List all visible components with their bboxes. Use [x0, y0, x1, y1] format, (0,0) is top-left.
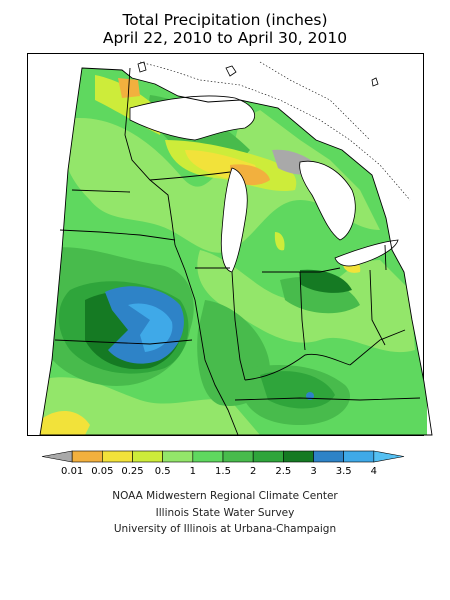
legend-label: 2	[250, 466, 256, 477]
mi-in-oh-border	[262, 267, 341, 273]
green-kentucky	[260, 371, 335, 409]
color-legend: 0.01 0.05 0.25 0.5 1 1.5 2 2.5 3 3.5 4	[41, 450, 405, 477]
in-oh-border	[299, 271, 306, 351]
minnesota-inner	[71, 189, 131, 193]
light-green-south	[40, 377, 260, 435]
legend-label: 1	[190, 466, 196, 477]
legend-label: 3	[310, 466, 316, 477]
ia-il-border-north	[174, 244, 196, 301]
map-title: Total Precipitation (inches)	[122, 11, 328, 29]
legend-swatch	[222, 450, 254, 463]
legend-swatch	[132, 450, 163, 463]
oh-wv-border	[349, 329, 406, 366]
legend-swatch	[313, 450, 344, 463]
great-lakes	[129, 95, 399, 273]
lake-huron	[299, 160, 356, 241]
legend-swatch	[192, 450, 224, 463]
legend-swatch	[283, 450, 314, 463]
legend-swatch	[71, 450, 103, 463]
island-2	[137, 61, 147, 73]
credit-uiuc: University of Illinois at Urbana-Champai…	[113, 523, 337, 535]
legend-bar	[41, 450, 405, 463]
region-outline	[39, 67, 433, 436]
legend-label: 0.01	[61, 466, 83, 477]
light-green-north	[60, 110, 380, 253]
canada-dotted-1	[139, 61, 411, 201]
legend-label: 0.5	[155, 466, 171, 477]
yellow-green-west-mi	[274, 232, 285, 251]
legend-label: 0.25	[121, 466, 143, 477]
legend-swatch	[252, 450, 284, 463]
legend-swatch	[343, 450, 375, 463]
state-boundaries	[54, 67, 421, 436]
legend-label: 3.5	[336, 466, 352, 477]
canada-lines	[139, 61, 411, 201]
pa-oh-border	[369, 269, 386, 346]
legend-label: 1.5	[215, 466, 231, 477]
wi-up-border	[149, 171, 231, 181]
legend-swatch	[373, 450, 405, 463]
precipitation-map	[27, 53, 433, 436]
credit-noaa: NOAA Midwestern Regional Climate Center	[112, 490, 338, 502]
lake-superior	[129, 95, 255, 141]
yellow-southwest	[40, 410, 90, 435]
mn-wi-border	[124, 67, 176, 246]
blue-max-zone	[105, 286, 184, 364]
lake-erie	[334, 239, 399, 267]
canada-islands	[137, 61, 379, 87]
island-3	[371, 77, 379, 87]
light-blue-max-zone	[128, 303, 173, 352]
legend-label: 0.05	[91, 466, 113, 477]
ohio-river	[244, 353, 351, 381]
island-1	[225, 65, 237, 77]
legend-swatch	[102, 450, 133, 463]
legend-swatch	[41, 450, 73, 463]
dark-green-ohio	[300, 269, 352, 293]
il-in-border	[231, 271, 246, 381]
legend-label: 4	[371, 466, 377, 477]
ia-mo-border	[54, 339, 193, 345]
mississippi	[194, 299, 239, 436]
mn-ia-border	[59, 229, 176, 241]
ky-tn-border	[234, 397, 421, 401]
legend-swatch	[162, 450, 194, 463]
credit-isws: Illinois State Water Survey	[155, 507, 295, 519]
legend-label: 2.5	[275, 466, 291, 477]
ny-pa-border	[384, 244, 387, 271]
canada-dotted-2	[259, 61, 371, 141]
legend-labels: 0.01 0.05 0.25 0.5 1 1.5 2 2.5 3 3.5 4	[61, 466, 377, 477]
map-date-range: April 22, 2010 to April 30, 2010	[102, 29, 348, 47]
